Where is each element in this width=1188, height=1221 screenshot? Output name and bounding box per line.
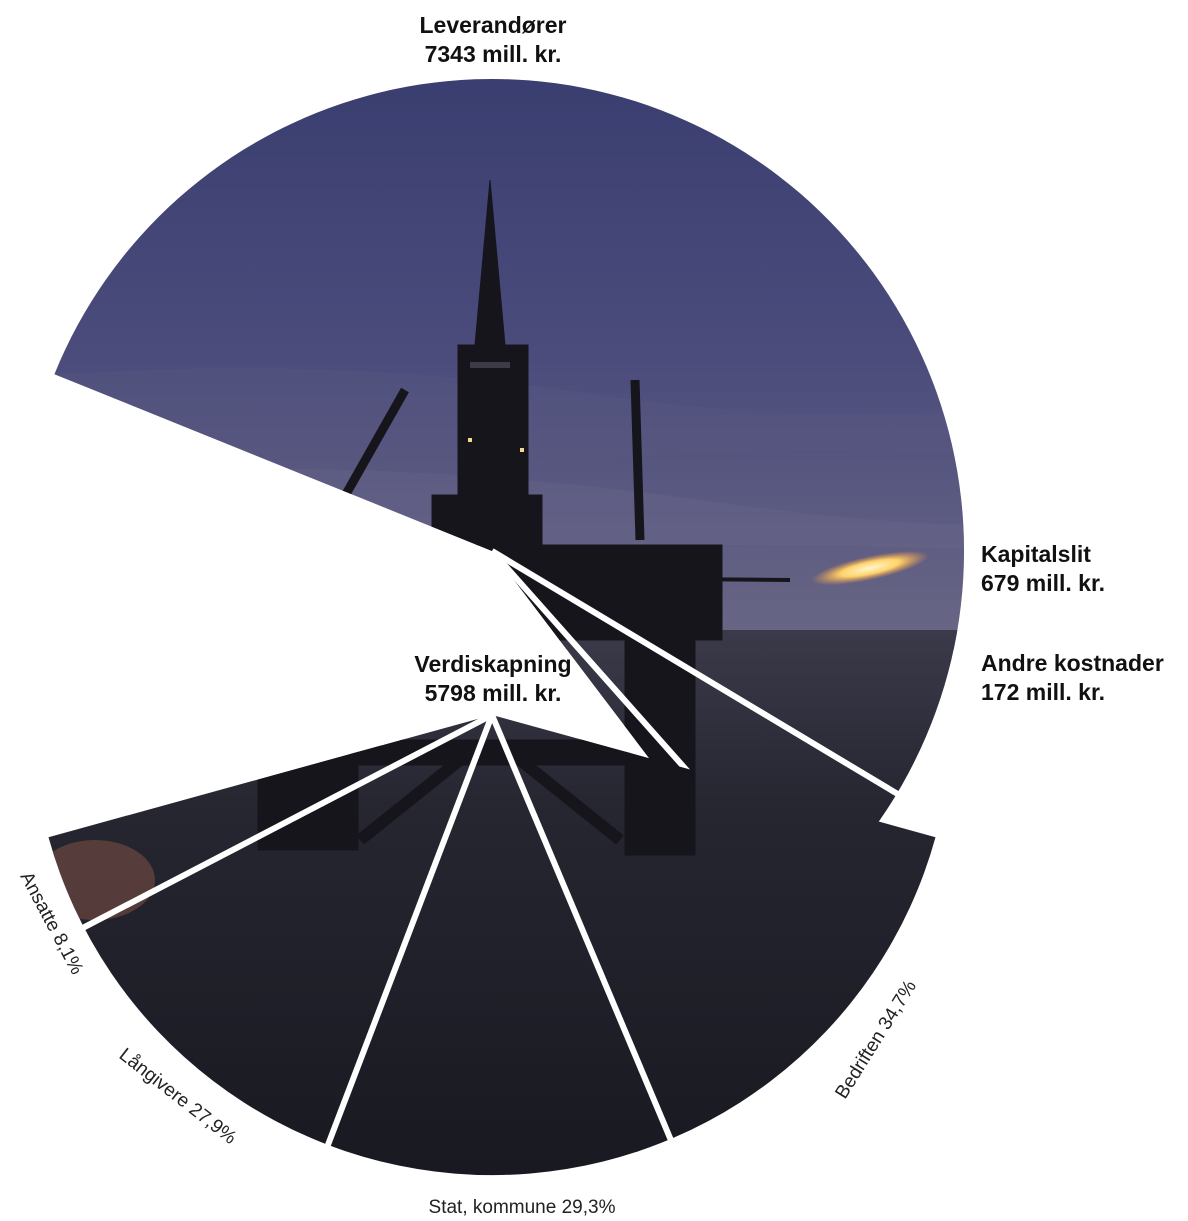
slice-label-stat-kommune: Stat, kommune 29,3% xyxy=(429,1197,616,1218)
slice-label-kapitalslit: Kapitalslit xyxy=(981,541,1091,567)
slice-value-kapitalslit: 679 mill. kr. xyxy=(981,570,1105,596)
slice-label-leverandorer: Leverandører xyxy=(419,12,566,38)
lower-pie-separators xyxy=(79,712,675,1150)
slice-value-leverandorer: 7343 mill. kr. xyxy=(425,41,562,67)
separator-lower-3 xyxy=(79,712,494,932)
slice-label-andre-kostnader: Andre kostnader xyxy=(981,650,1164,676)
separator-leverandorer-kapitalslit xyxy=(490,548,902,799)
slice-value-andre-kostnader: 172 mill. kr. xyxy=(981,679,1105,705)
separator-lower-1 xyxy=(489,713,675,1144)
slice-value-verdiskapning: 5798 mill. kr. xyxy=(425,680,562,706)
separator-lower-2 xyxy=(323,713,495,1150)
upper-pie-labels: Leverandører 7343 mill. kr. Kapitalslit … xyxy=(414,12,1163,706)
slice-label-verdiskapning: Verdiskapning xyxy=(414,651,571,677)
